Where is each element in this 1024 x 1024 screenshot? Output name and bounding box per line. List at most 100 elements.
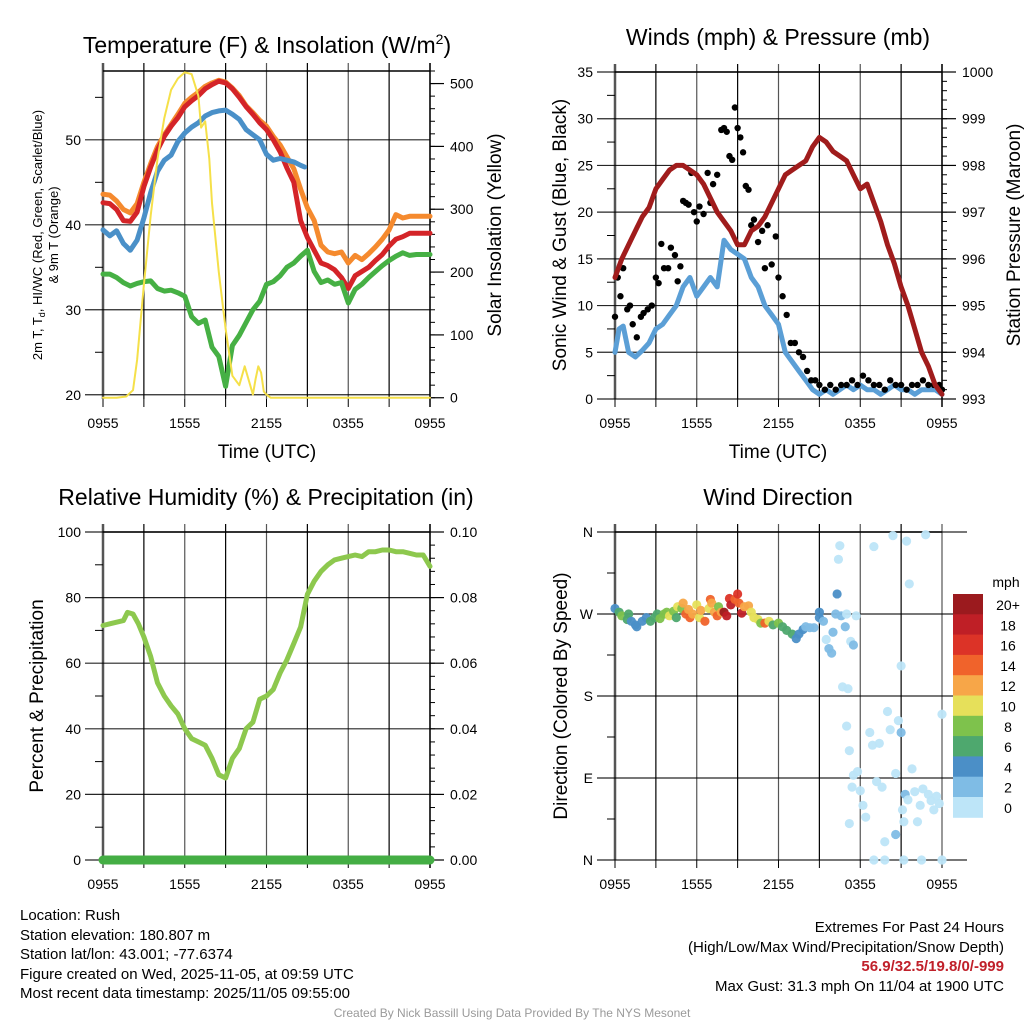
gust-point <box>677 263 684 270</box>
wind-direction-point <box>888 531 898 541</box>
wind-direction-point <box>865 727 875 738</box>
gust-point <box>731 104 739 111</box>
wind-direction-point <box>869 855 879 865</box>
y2-tick-label: 999 <box>962 111 986 127</box>
colorbar-label: 12 <box>1000 678 1016 694</box>
wind-direction-point <box>937 709 947 719</box>
colorbar-label: 14 <box>1000 658 1016 674</box>
gust-point <box>870 381 878 389</box>
gust-point <box>876 381 883 389</box>
y-tick-label: 25 <box>577 157 593 173</box>
wind-direction-point <box>840 622 850 632</box>
wind-direction-point <box>921 530 931 540</box>
wind-direction-point <box>885 725 895 735</box>
y-tick-label: 5 <box>585 344 593 360</box>
y2-tick-label: 994 <box>962 344 986 360</box>
hi-wc-line <box>100 107 308 253</box>
gust-point <box>908 381 916 389</box>
y2-tick-label: 300 <box>450 201 474 217</box>
wind-direction-point <box>833 554 844 564</box>
colorbar-label: 16 <box>1000 638 1016 654</box>
gust-point <box>728 156 736 164</box>
y2-tick-label: 1000 <box>962 64 993 80</box>
gust-point <box>903 386 910 393</box>
wind-direction-point <box>844 818 854 829</box>
y-tick-label: N <box>583 852 593 868</box>
humidity-title: Relative Humidity (%) & Precipitation (i… <box>58 484 473 510</box>
wind-direction-point <box>869 541 879 552</box>
y2-tick-label: 0.04 <box>450 721 477 737</box>
colorbar-swatch <box>953 715 983 737</box>
recent-timestamp-text: Most recent data timestamp: 2025/11/05 0… <box>20 985 350 1002</box>
grid <box>597 524 967 868</box>
winds-xlabel: Time (UTC) <box>729 442 828 463</box>
gust-point <box>640 309 647 317</box>
y2-tick-label: 0.00 <box>450 852 477 868</box>
wind-direction-point <box>893 716 904 726</box>
gust-point <box>892 381 899 389</box>
y-tick-label: 20 <box>65 387 81 403</box>
gust-point <box>758 227 766 235</box>
y-tick-label: 30 <box>65 302 81 318</box>
gust-point <box>611 313 619 320</box>
wind-direction-point <box>847 782 857 792</box>
wind-direction-point <box>818 616 829 626</box>
x-tick-label: 1555 <box>681 415 712 431</box>
y-tick-label: N <box>583 524 593 540</box>
winds-ylabel: Sonic Wind & Gust (Blue, Black) <box>550 99 571 371</box>
winds-title: Winds (mph) & Pressure (mb) <box>626 24 930 50</box>
gust-point <box>644 306 651 313</box>
gust-point <box>690 208 698 216</box>
2m-t-line <box>100 78 433 291</box>
pressure-ylabel: Station Pressure (Maroon) <box>1004 124 1024 347</box>
x-tick-label: 0955 <box>599 415 630 431</box>
y-tick-label: E <box>584 770 593 786</box>
wind-direction-point <box>912 817 923 827</box>
temperature-ylabel: 2m T, Td, HI/WC (Red, Green, Scarlet/Blu… <box>30 110 47 360</box>
temperature-ylabel-line2: & 9m T (Orange) <box>46 186 61 283</box>
insolation-ylabel: Solar Insolation (Yellow) <box>485 133 506 336</box>
extremes-heading: Extremes For Past 24 Hours <box>814 919 1004 936</box>
location-text: Location: Rush <box>20 907 121 924</box>
y2-tick-label: 0.10 <box>450 524 477 540</box>
wind-direction-point <box>852 767 863 777</box>
gust-point <box>626 302 634 309</box>
wind-direction-point <box>929 805 939 815</box>
gust-point <box>848 377 856 384</box>
gust-point <box>795 349 803 356</box>
wind-direction-point <box>832 589 842 599</box>
colorbar-swatch <box>953 614 983 636</box>
y2-tick-label: 100 <box>450 327 474 343</box>
wind-direction-point <box>934 798 944 809</box>
gust-point <box>723 128 730 135</box>
wind-direction-point <box>896 661 906 671</box>
y-tick-label: 50 <box>65 132 81 148</box>
gust-point <box>754 238 762 246</box>
station-info: Location: Rush Station elevation: 180.80… <box>20 906 354 1004</box>
wind-direction-point <box>844 746 854 756</box>
gust-point <box>799 353 807 361</box>
x-tick-label: 0955 <box>414 415 445 431</box>
gust-point <box>671 251 679 259</box>
humidity-ylabel: Percent & Precipitation <box>27 599 48 792</box>
gust-point <box>925 381 932 389</box>
gust-point <box>685 201 692 208</box>
y2-tick-label: 0.08 <box>450 590 477 606</box>
x-tick-label: 1555 <box>681 876 712 892</box>
grid <box>85 524 444 868</box>
y2-tick-label: 0.02 <box>450 786 477 802</box>
wind-direction-point <box>809 623 819 633</box>
wind-direction-point <box>907 764 917 774</box>
gust-point <box>919 377 927 384</box>
gust-point <box>821 386 829 393</box>
wind-direction-point <box>835 541 845 551</box>
wind-direction-point <box>700 616 710 626</box>
gust-point <box>803 367 811 375</box>
colorbar-label: 6 <box>1004 739 1012 755</box>
temperature-title: Temperature (F) & Insolation (W/m2) <box>83 31 451 58</box>
x-tick-label: 0355 <box>845 415 876 431</box>
gust-point <box>648 302 655 309</box>
gust-point <box>704 169 711 177</box>
y2-tick-label: 200 <box>450 264 474 280</box>
